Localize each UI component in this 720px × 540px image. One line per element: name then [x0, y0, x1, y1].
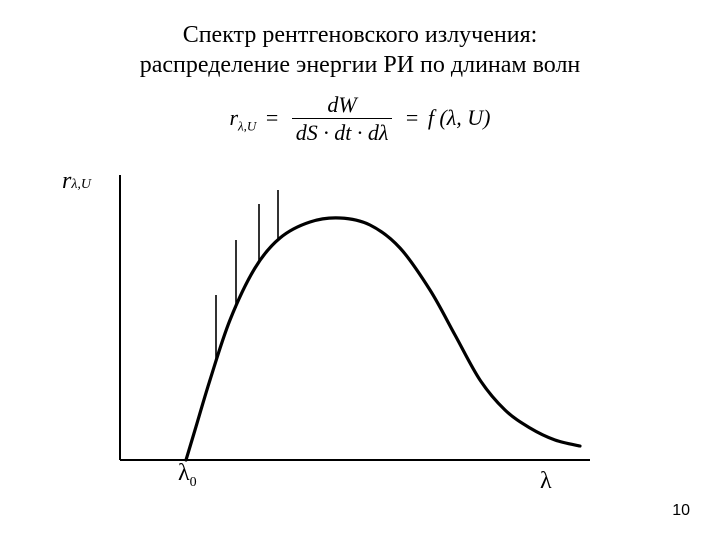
x0-label-sub: 0	[190, 475, 197, 490]
x0-label: λ0	[178, 460, 197, 491]
formula-denominator: dS · dt · dλ	[292, 119, 393, 148]
equals-icon: =	[406, 105, 418, 130]
spectrum-chart: rλ,U λ0 λ	[100, 170, 600, 490]
formula-numerator: dW	[292, 92, 393, 119]
formula-rhs: f (λ, U)	[428, 105, 491, 130]
x0-label-main: λ	[178, 460, 190, 486]
chart-svg	[100, 170, 600, 490]
y-axis-label: rλ,U	[62, 168, 91, 195]
y-axis-label-sub: λ,U	[71, 177, 91, 192]
spectrum-curve	[186, 218, 580, 460]
formula-fraction: dW dS · dt · dλ	[292, 92, 393, 148]
slide-title: Спектр рентгеновского излучения: распред…	[0, 20, 720, 80]
x-axis-label: λ	[540, 468, 552, 495]
title-line-1: Спектр рентгеновского излучения:	[183, 22, 538, 48]
y-axis-label-main: r	[62, 168, 71, 194]
formula-lhs-sub: λ,U	[238, 118, 256, 133]
page-number: 10	[672, 502, 690, 520]
formula: rλ,U = dW dS · dt · dλ = f (λ, U)	[0, 92, 720, 148]
formula-lhs-main: r	[229, 105, 238, 130]
title-line-2: распределение энергии РИ по длинам волн	[140, 52, 581, 78]
equals-icon: =	[266, 105, 278, 130]
